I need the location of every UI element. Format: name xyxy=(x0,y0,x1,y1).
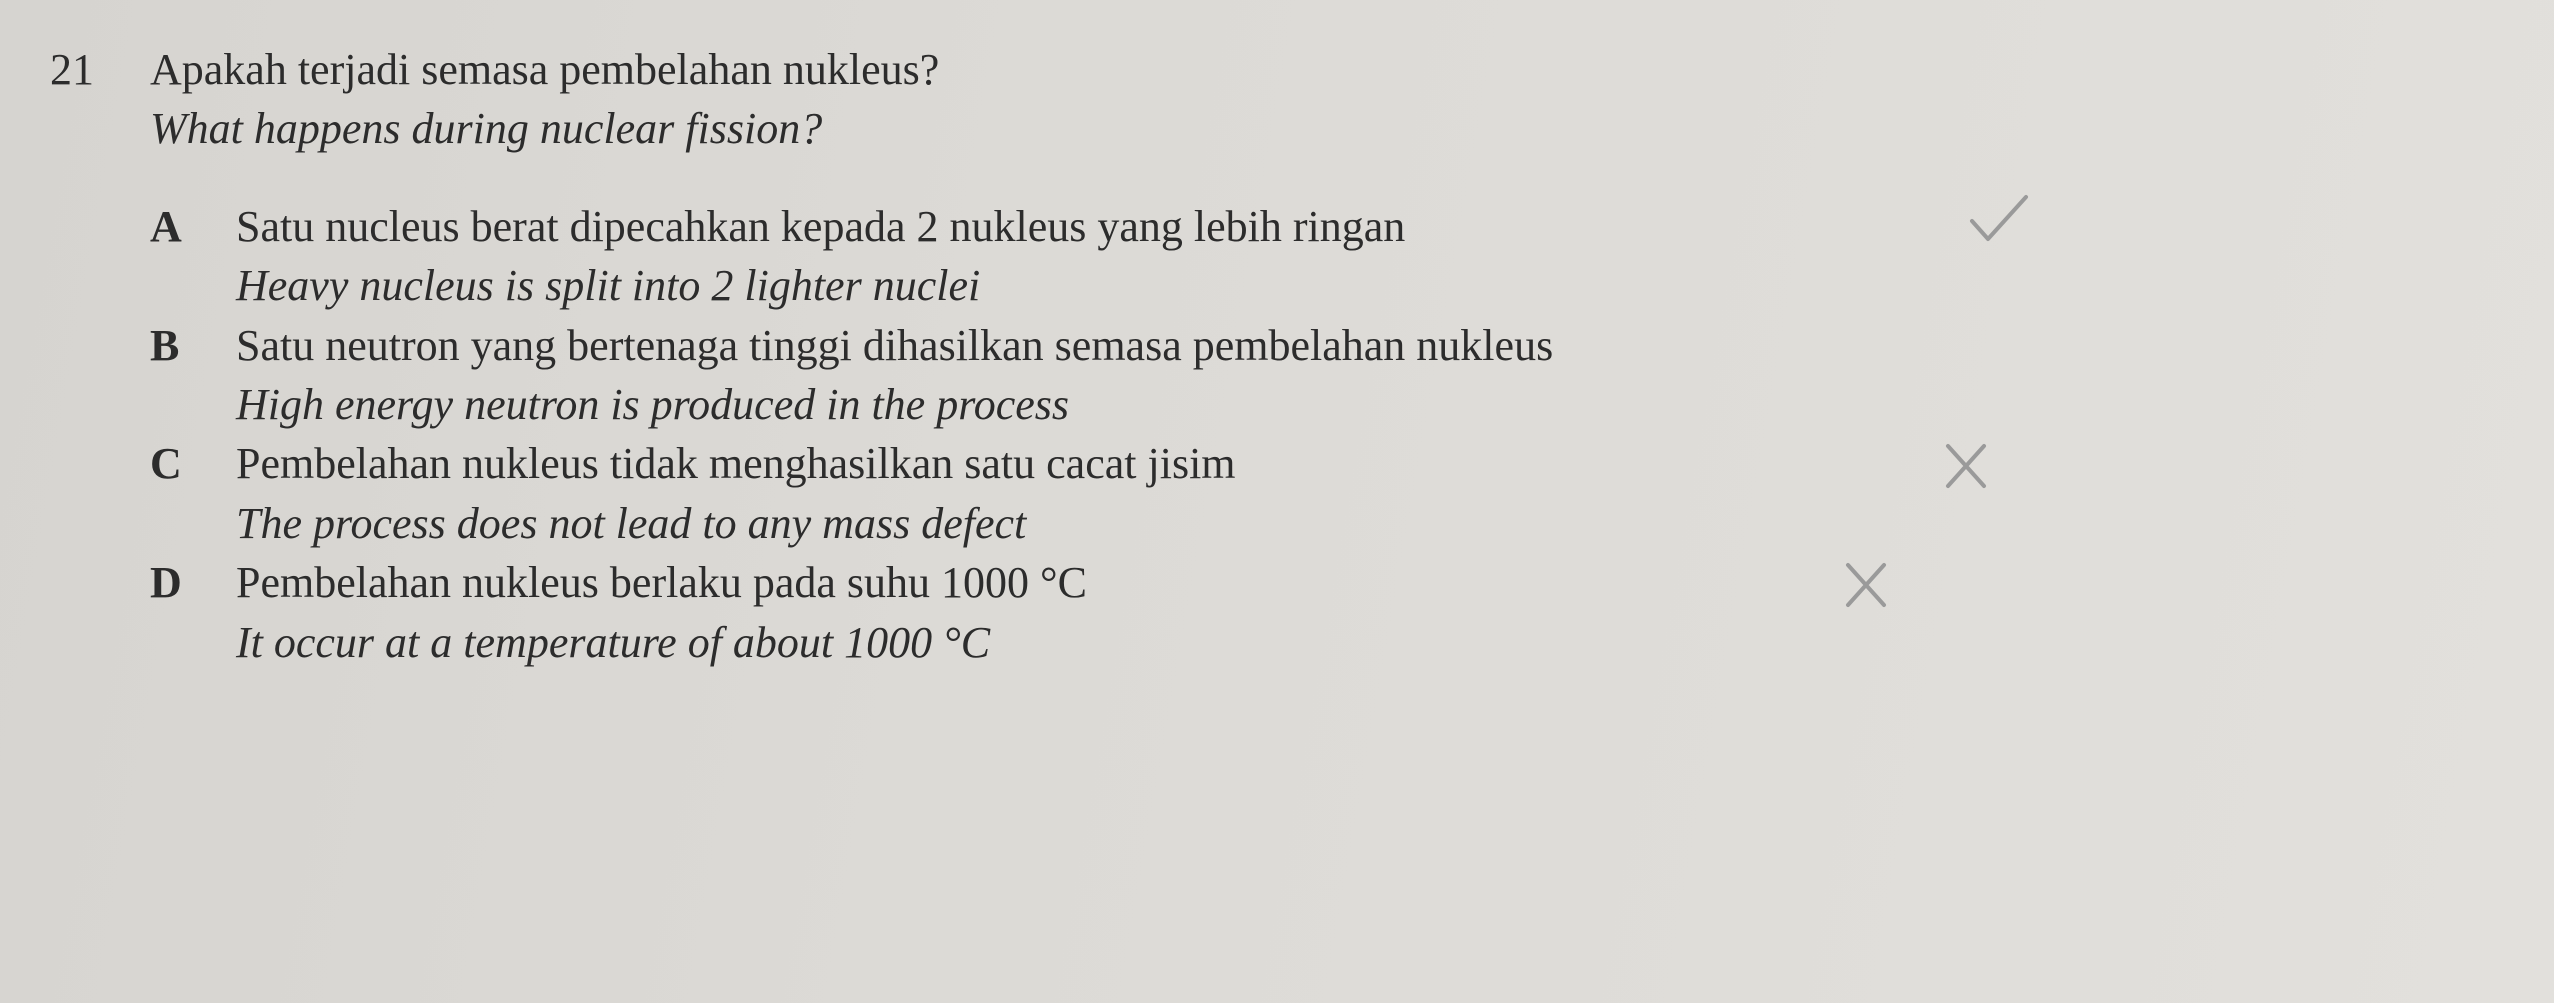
stem-ms: Apakah terjadi semasa pembelahan nukleus… xyxy=(150,40,2494,99)
option-en: High energy neutron is produced in the p… xyxy=(236,375,2494,434)
question-block: 21 Apakah terjadi semasa pembelahan nukl… xyxy=(50,40,2494,672)
option-en: The process does not lead to any mass de… xyxy=(236,494,2494,553)
stem-en: What happens during nuclear fission? xyxy=(150,99,2494,158)
option-letter: C xyxy=(150,434,196,493)
option-letter: B xyxy=(150,316,196,375)
option-b: B Satu neutron yang bertenaga tinggi dih… xyxy=(150,316,2494,435)
option-ms: Pembelahan nukleus berlaku pada suhu 100… xyxy=(236,553,2494,612)
option-letter: A xyxy=(150,197,196,256)
option-ms: Satu nucleus berat dipecahkan kepada 2 n… xyxy=(236,197,2494,256)
options-list: A Satu nucleus berat dipecahkan kepada 2… xyxy=(150,197,2494,672)
option-d: D Pembelahan nukleus berlaku pada suhu 1… xyxy=(150,553,2494,672)
option-text: Pembelahan nukleus tidak menghasilkan sa… xyxy=(236,434,2494,553)
option-ms: Satu neutron yang bertenaga tinggi dihas… xyxy=(236,316,2494,375)
option-en: It occur at a temperature of about 1000 … xyxy=(236,613,2494,672)
option-en: Heavy nucleus is split into 2 lighter nu… xyxy=(236,256,2494,315)
option-c: C Pembelahan nukleus tidak menghasilkan … xyxy=(150,434,2494,553)
option-letter: D xyxy=(150,553,196,612)
question-stem: Apakah terjadi semasa pembelahan nukleus… xyxy=(150,40,2494,159)
question-number: 21 xyxy=(50,40,110,672)
option-ms: Pembelahan nukleus tidak menghasilkan sa… xyxy=(236,434,2494,493)
option-a: A Satu nucleus berat dipecahkan kepada 2… xyxy=(150,197,2494,316)
option-text: Pembelahan nukleus berlaku pada suhu 100… xyxy=(236,553,2494,672)
option-text: Satu neutron yang bertenaga tinggi dihas… xyxy=(236,316,2494,435)
question-body: Apakah terjadi semasa pembelahan nukleus… xyxy=(150,40,2494,672)
option-text: Satu nucleus berat dipecahkan kepada 2 n… xyxy=(236,197,2494,316)
